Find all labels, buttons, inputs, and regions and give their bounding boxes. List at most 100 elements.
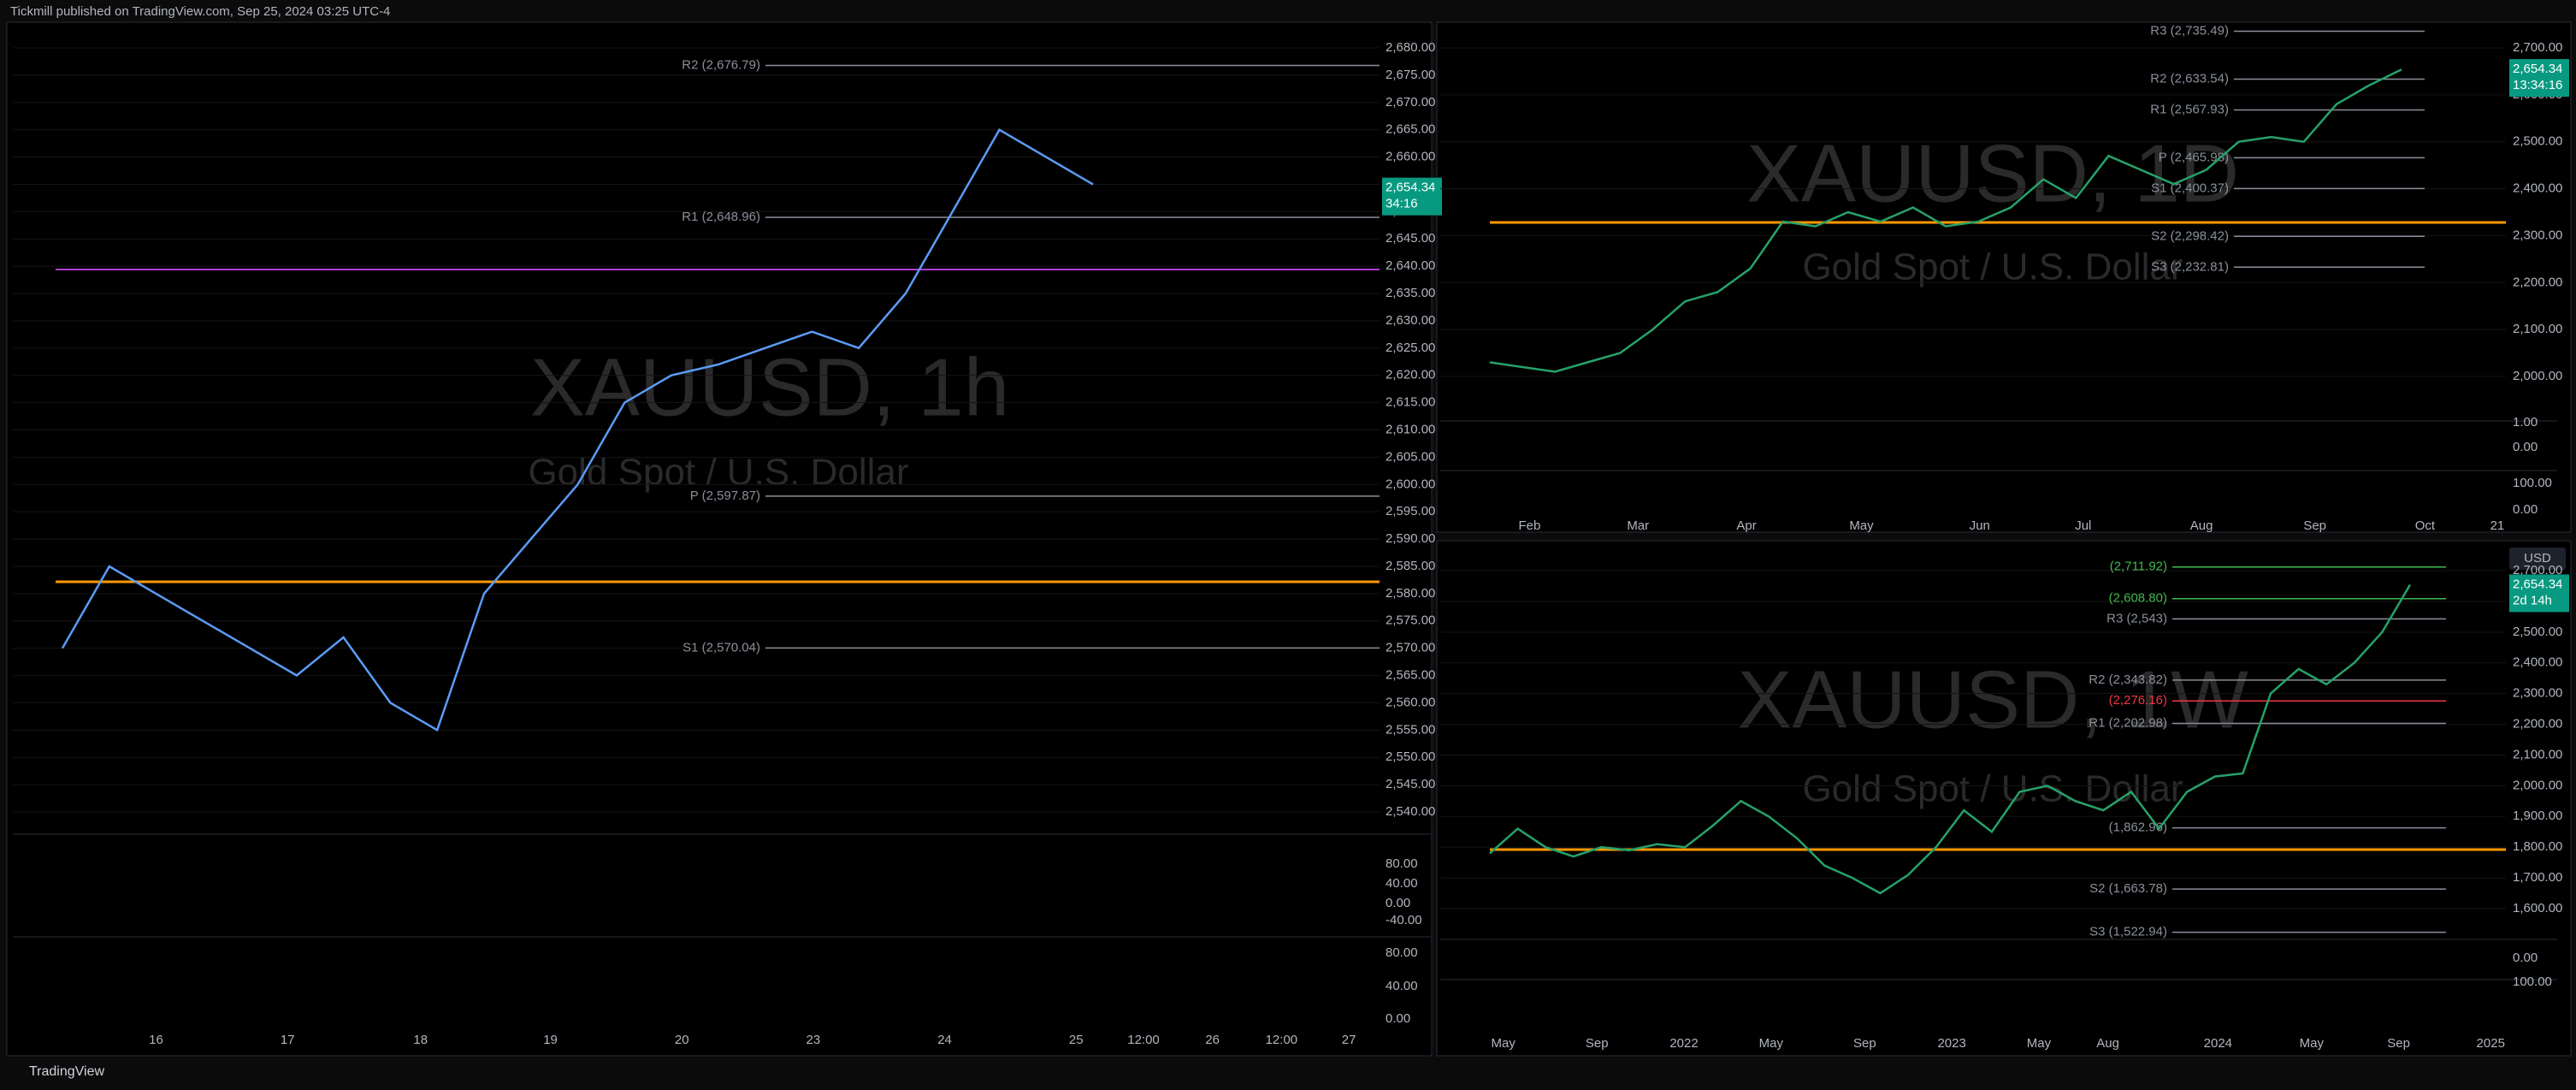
y-tick-label: 2,595.00 [1385, 504, 1435, 518]
pivot-label: S3 (2,232.81) [2151, 259, 2229, 274]
y-tick-label: 2,635.00 [1385, 286, 1435, 300]
osc-tick-label: 40.00 [1385, 876, 1418, 891]
x-tick-label: Mar [1627, 518, 1649, 533]
y-tick-label: 2,565.00 [1385, 668, 1435, 683]
x-tick-label: May [1759, 1036, 1784, 1051]
pivot-label: S3 (1,522.94) [2089, 925, 2167, 939]
pivot-label: R2 (2,676.79) [682, 57, 760, 72]
y-tick-label: 2,610.00 [1385, 422, 1435, 436]
x-tick-label: 23 [806, 1033, 821, 1047]
price-tag [2509, 574, 2569, 613]
x-tick-label: Feb [1519, 518, 1541, 533]
x-tick-label: 2025 [2477, 1036, 2505, 1051]
price-tag-price: 2,654.34 [2513, 577, 2562, 591]
price-line [1489, 584, 2412, 895]
x-tick-label: May [1492, 1036, 1516, 1051]
watermark-description: Gold Spot / U.S. Dollar [1802, 768, 2183, 810]
price-tag-timer: 34:16 [1385, 197, 1418, 211]
x-tick-label: 12:00 [1266, 1033, 1298, 1047]
osc-tick-label: -40.00 [1385, 913, 1422, 927]
x-tick-label: 27 [1342, 1033, 1356, 1047]
y-tick-label: 2,630.00 [1385, 313, 1435, 328]
footer-logo[interactable]: TradingView [29, 1064, 104, 1079]
pivot-label: S1 (2,400.37) [2151, 181, 2229, 195]
watermark-symbol: XAUUSD, 1W [1737, 654, 2248, 745]
x-tick-label: Apr [1736, 518, 1756, 533]
x-tick-label: Sep [1586, 1036, 1609, 1051]
pivot-label: (2,276.16) [2109, 693, 2167, 708]
panel-bottom-right [1436, 540, 2572, 1057]
y-tick-label: 2,615.00 [1385, 395, 1435, 410]
y-tick-label: 1,900.00 [2513, 809, 2562, 823]
y-tick-label: 1,700.00 [2513, 870, 2562, 885]
y-tick-label: 2,000.00 [2513, 778, 2562, 792]
pivot-label: R2 (2,343.82) [2089, 672, 2167, 687]
y-tick-label: 2,555.00 [1385, 722, 1435, 737]
y-tick-label: 2,645.00 [1385, 231, 1435, 246]
x-tick-label: May [1849, 518, 1874, 533]
y-tick-label: 2,640.00 [1385, 258, 1435, 273]
osc-tick-label: 0.00 [2513, 440, 2538, 454]
y-tick-label: 2,625.00 [1385, 341, 1435, 355]
y-tick-label: 2,400.00 [2513, 181, 2562, 196]
watermark-symbol: XAUUSD, 1h [530, 341, 1009, 433]
osc-tick-label: 0.00 [2513, 951, 2538, 965]
x-tick-label: 24 [937, 1033, 952, 1047]
osc-tick-label: 1.00 [2513, 415, 2538, 429]
y-tick-label: 2,700.00 [2513, 40, 2562, 55]
x-tick-label: May [2300, 1036, 2325, 1051]
x-tick-label: 2023 [1937, 1036, 1965, 1051]
y-tick-label: 2,545.00 [1385, 777, 1435, 791]
osc-tick-label: 0.00 [2513, 502, 2538, 517]
y-tick-label: 2,575.00 [1385, 613, 1435, 628]
x-tick-label: Jul [2075, 518, 2091, 533]
x-tick-label: 25 [1069, 1033, 1084, 1047]
price-tag [2509, 59, 2569, 98]
osc-tick-label: 100.00 [2513, 476, 2552, 490]
pivot-label: R2 (2,633.54) [2150, 71, 2229, 86]
x-tick-label: 20 [675, 1033, 689, 1047]
x-tick-label: Oct [2415, 518, 2436, 533]
price-tag-price: 2,654.34 [2513, 62, 2562, 76]
y-tick-label: 2,605.00 [1385, 449, 1435, 464]
watermark-symbol: XAUUSD, 1D [1746, 127, 2239, 219]
y-tick-label: 2,600.00 [1385, 477, 1435, 491]
y-tick-label: 2,200.00 [2513, 275, 2562, 289]
pivot-label: (2,608.80) [2109, 591, 2167, 606]
osc-tick-label: 0.00 [1385, 1011, 1410, 1026]
pivot-label: R3 (2,735.49) [2150, 23, 2229, 38]
y-tick-label: 2,660.00 [1385, 150, 1435, 164]
x-tick-label: Aug [2096, 1036, 2119, 1051]
price-tag-price: 2,654.34 [1385, 181, 1435, 195]
pivot-label: S2 (2,298.42) [2151, 228, 2229, 243]
price-tag-timer: 2d 14h [2513, 593, 2552, 607]
y-tick-label: 2,500.00 [2513, 625, 2562, 639]
y-tick-label: 2,580.00 [1385, 586, 1435, 601]
y-tick-label: 2,000.00 [2513, 369, 2562, 383]
price-line [61, 127, 1094, 732]
y-tick-label: 2,550.00 [1385, 749, 1435, 764]
y-tick-label: 2,100.00 [2513, 747, 2562, 761]
currency-button[interactable] [2509, 548, 2566, 570]
osc-tick-label: 100.00 [2513, 974, 2552, 989]
x-tick-label: 17 [281, 1033, 295, 1047]
watermark-description: Gold Spot / U.S. Dollar [1802, 246, 2183, 288]
x-tick-label: Aug [2190, 518, 2213, 533]
x-tick-label: 26 [1205, 1033, 1220, 1047]
pivot-label: R3 (2,543) [2106, 611, 2167, 625]
pivot-label: R1 (2,202.98) [2089, 715, 2167, 730]
y-tick-label: 2,300.00 [2513, 686, 2562, 701]
x-tick-label: 21 [2490, 518, 2505, 533]
x-tick-label: 18 [413, 1033, 428, 1047]
chart-panel: XAUUSD, 1W Gold Spot / U.S. Dollar 2,700.0… [1440, 560, 2569, 1051]
y-tick-label: 2,590.00 [1385, 531, 1435, 546]
y-tick-label: 2,700.00 [2513, 563, 2562, 578]
y-tick-label: 2,200.00 [2513, 717, 2562, 732]
x-tick-label: 19 [543, 1033, 558, 1047]
x-tick-label: 16 [149, 1033, 163, 1047]
y-tick-label: 2,570.00 [1385, 641, 1435, 655]
y-tick-label: 2,585.00 [1385, 559, 1435, 573]
price-tag [1382, 177, 1442, 216]
